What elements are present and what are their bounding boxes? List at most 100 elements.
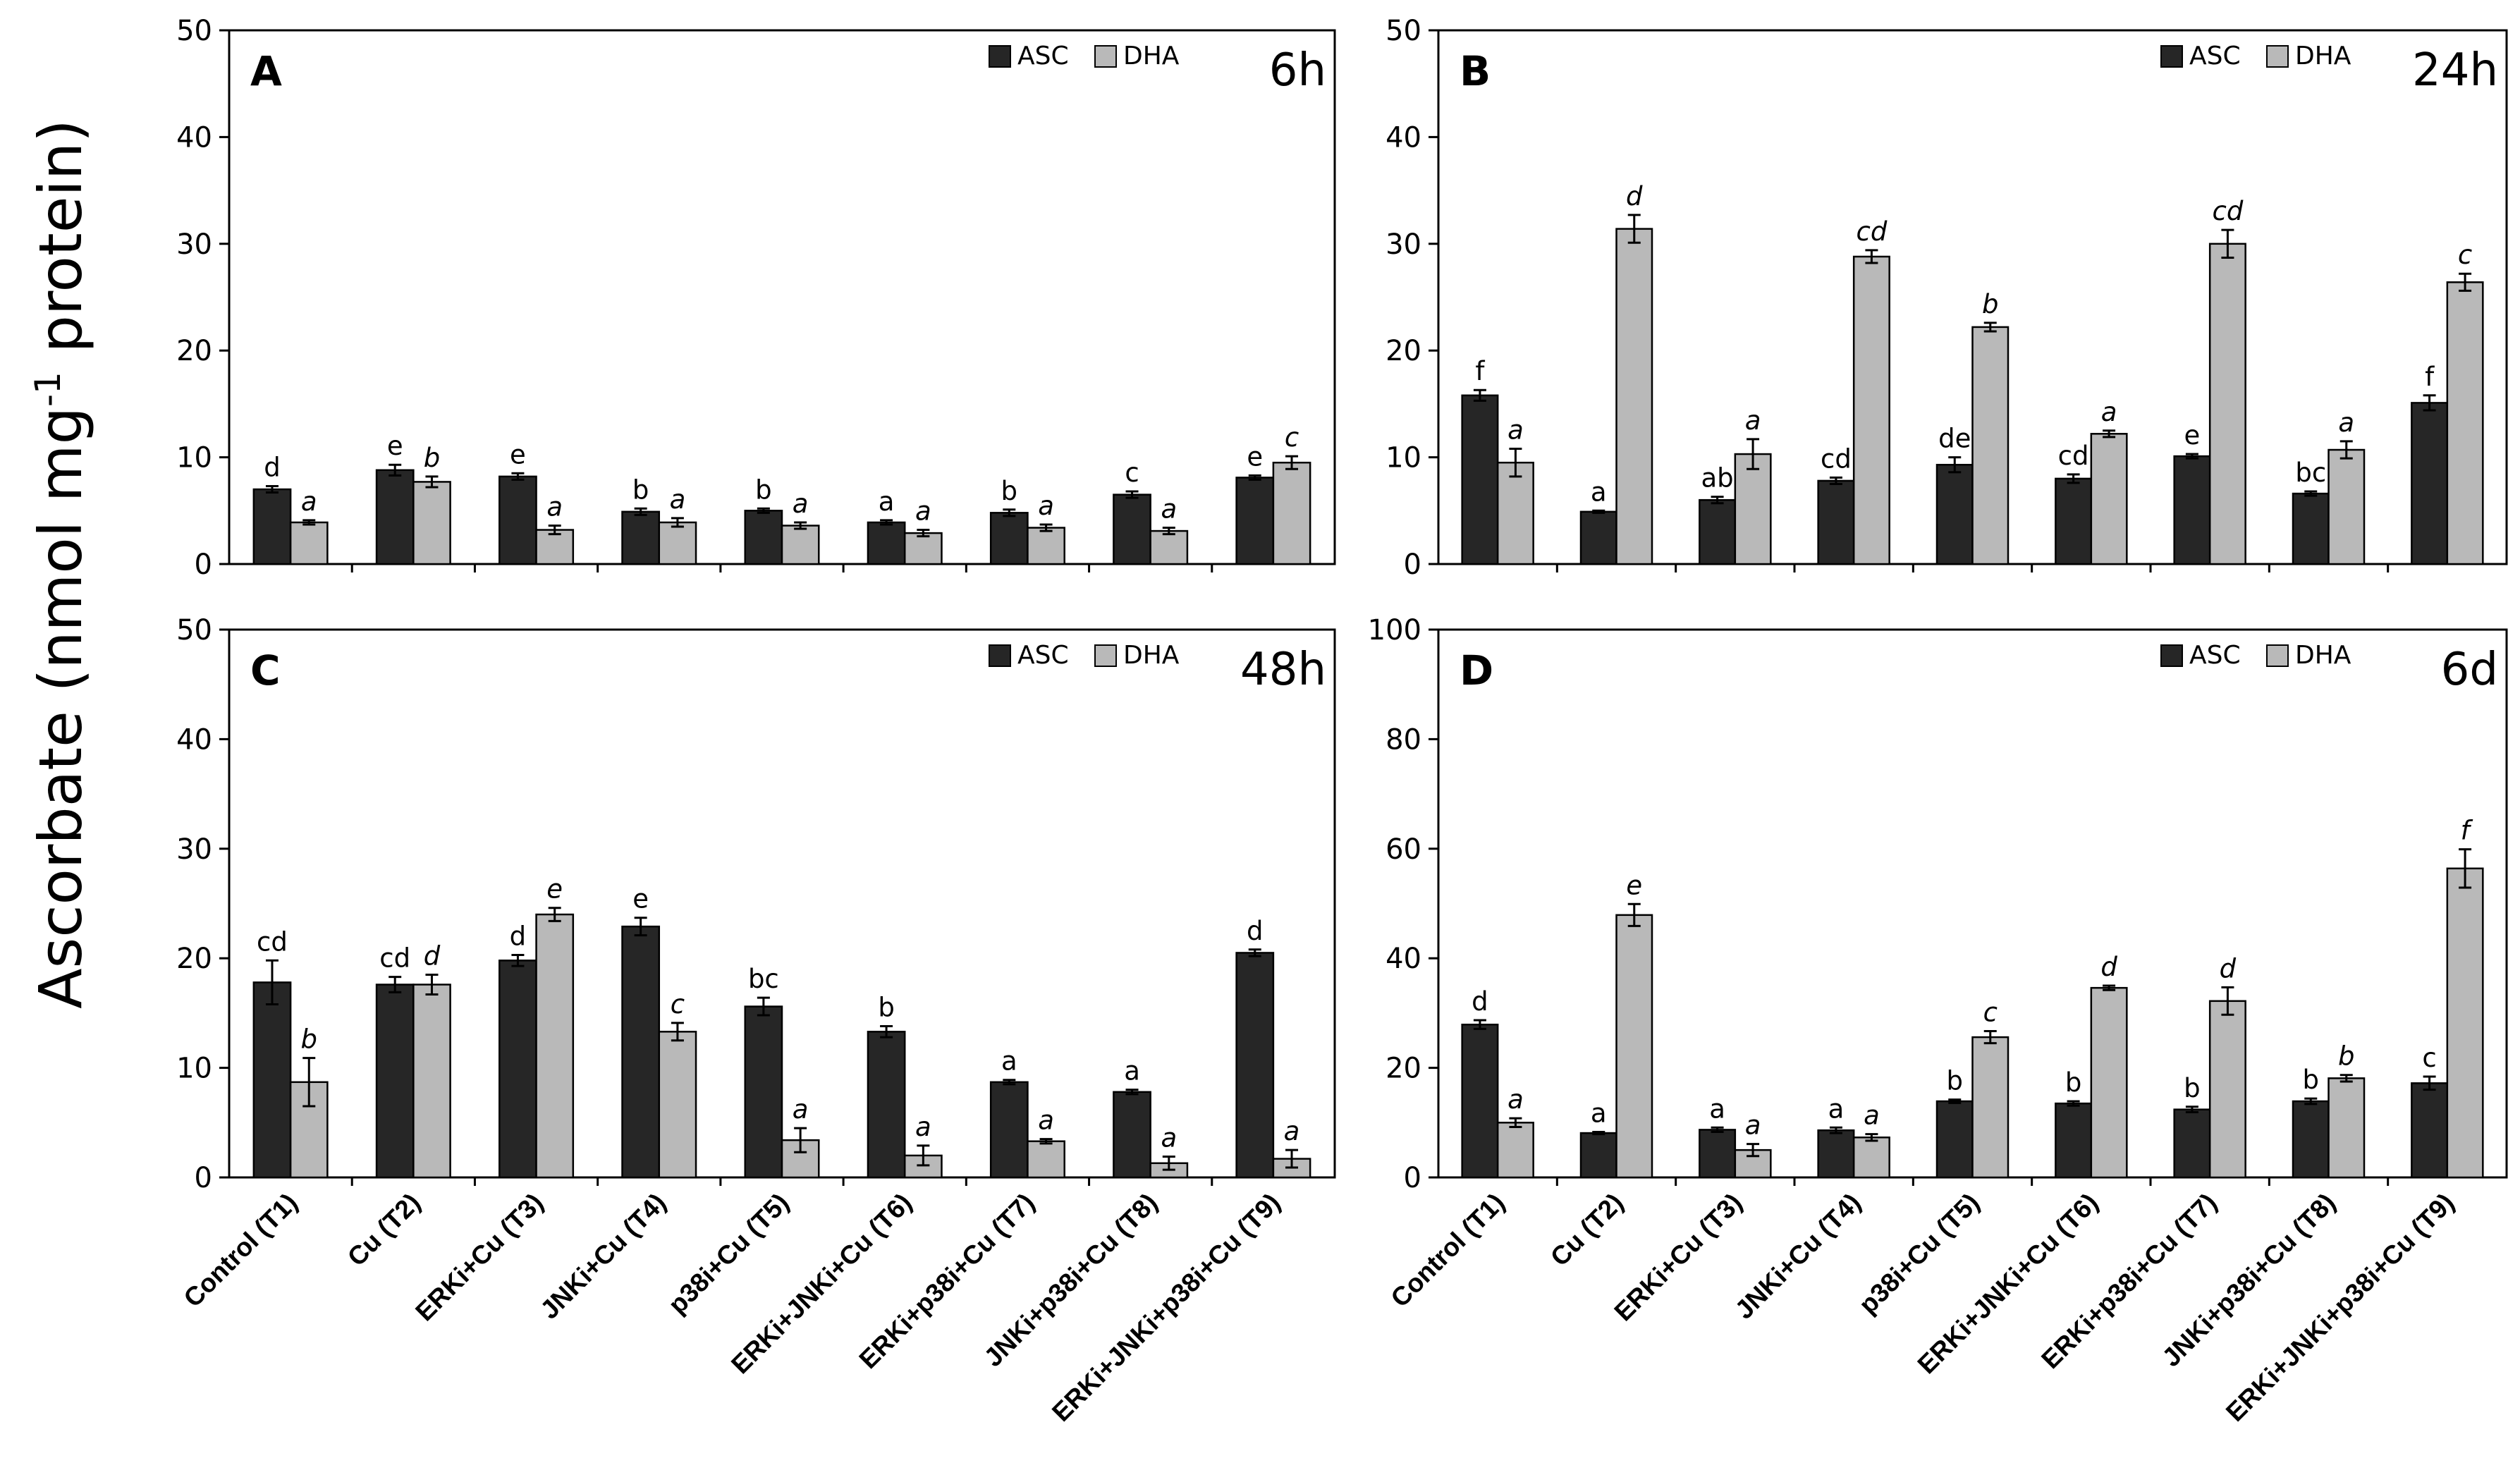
bar-asc xyxy=(2292,492,2330,565)
y-tick-label: 0 xyxy=(195,1162,212,1194)
legend-label-asc: ASC xyxy=(1017,641,1069,670)
bar-asc xyxy=(375,469,415,565)
bar-dha xyxy=(2208,1000,2246,1179)
bar-dha xyxy=(535,529,575,565)
significance-label-dha: d xyxy=(424,941,441,972)
significance-label-asc: f xyxy=(2425,362,2435,392)
significance-label-dha: f xyxy=(2461,816,2473,846)
significance-label-asc: e xyxy=(510,439,526,470)
significance-label-asc: c xyxy=(1125,458,1139,488)
bar-asc xyxy=(1699,1129,1737,1179)
bar-asc xyxy=(2411,402,2449,565)
bar-dha xyxy=(1971,1036,2010,1179)
bar-dha xyxy=(2446,867,2484,1179)
bar-asc xyxy=(2173,1108,2211,1179)
significance-label-asc: cd xyxy=(1821,443,1852,474)
bar-asc xyxy=(867,521,906,565)
significance-label-asc: d xyxy=(1472,986,1488,1017)
bar-asc xyxy=(1817,1129,1855,1179)
bar-dha xyxy=(1027,527,1065,565)
legend-swatch-dha xyxy=(2266,644,2289,667)
significance-label-dha: c xyxy=(1983,998,1998,1028)
bar-group: de b xyxy=(1912,289,2010,572)
significance-label-asc: a xyxy=(1591,477,1607,507)
y-tick-label: 10 xyxy=(1386,442,1421,474)
bar-group: bca xyxy=(2268,408,2366,572)
bar-group: fc xyxy=(2387,240,2484,572)
bar-dha xyxy=(1027,1140,1065,1179)
bar-group: ec xyxy=(1211,422,1311,572)
significance-label-dha: e xyxy=(546,874,563,905)
bar-asc xyxy=(744,510,783,565)
y-tick-label: 20 xyxy=(1386,335,1421,367)
category-label: JNKi+Cu (T4) xyxy=(1730,1188,1866,1325)
legend-swatch-asc xyxy=(989,644,1011,667)
significance-label-dha: c xyxy=(2458,240,2472,270)
bar-group: e cd xyxy=(2149,196,2246,572)
significance-label-asc: f xyxy=(1475,356,1485,386)
significance-label-asc: a xyxy=(1591,1098,1607,1129)
y-tick-label: 20 xyxy=(176,335,212,367)
y-tick-label: 30 xyxy=(1386,228,1421,261)
bar-asc xyxy=(1817,479,1855,565)
bar-group: ad xyxy=(1555,181,1653,572)
category-label: Control (T1) xyxy=(1386,1188,1510,1313)
y-tick-label: 100 xyxy=(1368,614,1421,647)
bar-dha xyxy=(658,1031,697,1179)
y-tick-label: 20 xyxy=(1386,1053,1421,1085)
bar-asc xyxy=(1935,463,1974,565)
panel-letter: C xyxy=(250,647,281,694)
bar-dha xyxy=(1149,529,1189,565)
bar-asc xyxy=(744,1005,783,1179)
significance-label-asc: d xyxy=(510,921,527,952)
significance-label-dha: a xyxy=(2338,408,2354,438)
panel-time-label: 6h xyxy=(1269,44,1326,97)
bar-dha xyxy=(1272,461,1311,565)
category-label: p38i+Cu (T5) xyxy=(663,1188,795,1320)
significance-label-dha: a xyxy=(793,1094,809,1125)
legend: ASC DHA xyxy=(2160,42,2351,71)
significance-label-dha: a xyxy=(301,486,317,517)
legend-label-dha: DHA xyxy=(2295,42,2351,71)
significance-label-dha: a xyxy=(1161,494,1177,525)
significance-label-asc: cd xyxy=(379,943,410,974)
significance-label-dha: a xyxy=(1038,1105,1054,1136)
bar-group: aba xyxy=(1675,405,1772,572)
significance-label-dha: a xyxy=(1038,491,1054,521)
significance-label-asc: b xyxy=(2303,1065,2320,1095)
significance-label-asc: bc xyxy=(2295,458,2326,488)
significance-label-asc: ab xyxy=(1701,463,1733,494)
significance-label-dha: b xyxy=(424,443,441,473)
significance-label-dha: a xyxy=(1864,1101,1880,1131)
y-tick-label: 80 xyxy=(1386,723,1421,756)
significance-label-dha: c xyxy=(1285,422,1299,453)
bar-dha xyxy=(1852,1137,1890,1179)
legend-label-dha: DHA xyxy=(2295,641,2351,670)
significance-label-asc: a xyxy=(879,486,895,517)
category-label: Cu (T2) xyxy=(1545,1188,1629,1272)
bar-dha xyxy=(2208,243,2246,565)
panel-letter: D xyxy=(1460,647,1493,694)
bar-dha xyxy=(1734,453,1772,565)
bar-asc xyxy=(2292,1100,2330,1179)
bar-dha xyxy=(903,532,943,565)
bar-asc xyxy=(2055,477,2093,565)
bar-group: ea xyxy=(473,439,575,572)
legend-swatch-asc xyxy=(2160,644,2183,667)
significance-label-asc: a xyxy=(1001,1046,1017,1077)
bar-asc xyxy=(2411,1082,2449,1179)
significance-label-asc: e xyxy=(632,884,649,914)
bar-asc xyxy=(1579,510,1617,565)
significance-label-asc: d xyxy=(264,452,281,482)
significance-label-asc: b xyxy=(1001,476,1018,506)
bar-dha xyxy=(289,521,329,565)
bar-dha xyxy=(2328,448,2366,565)
significance-label-asc: a xyxy=(1828,1094,1845,1124)
legend-swatch-dha xyxy=(1094,644,1117,667)
bar-asc xyxy=(1235,477,1275,565)
bar-dha xyxy=(2090,986,2128,1179)
legend-swatch-asc xyxy=(989,45,1011,68)
